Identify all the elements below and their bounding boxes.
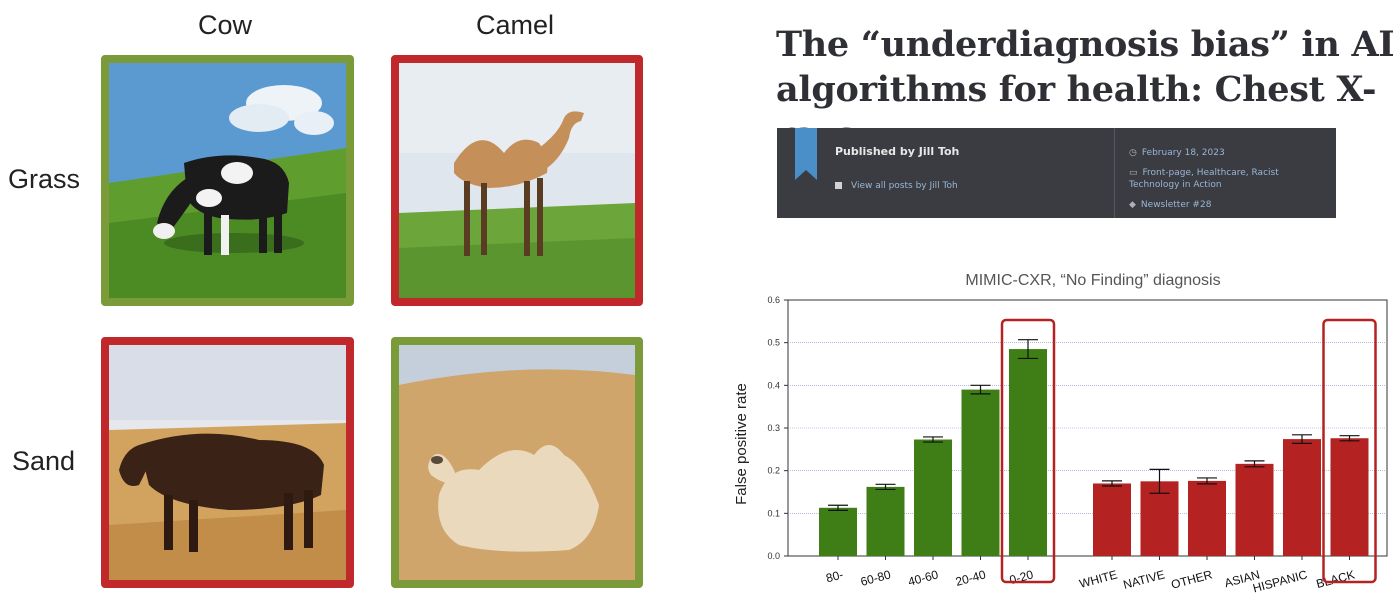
tile-camel-grass xyxy=(391,55,643,306)
y-tick-label: 0.4 xyxy=(767,380,780,390)
x-tick-label: WHITE xyxy=(1078,567,1119,591)
bar xyxy=(866,486,905,556)
highlight-box xyxy=(1322,318,1377,584)
camel-on-grass-image xyxy=(399,63,635,298)
article-meta-bar: Published by Jill Toh View all posts by … xyxy=(777,128,1336,218)
tag-icon: ◆ xyxy=(1129,200,1136,210)
cow-on-sand-image xyxy=(109,345,346,580)
x-tick-label: OTHER xyxy=(1170,567,1215,591)
bar xyxy=(1235,463,1274,556)
y-tick-label: 0.3 xyxy=(767,423,780,433)
y-tick-label: 0.0 xyxy=(767,551,780,561)
folder-icon: ▭ xyxy=(1129,168,1138,178)
view-all-posts-link[interactable]: View all posts by Jill Toh xyxy=(835,181,958,191)
publish-date-label: February 18, 2023 xyxy=(1141,148,1225,158)
x-tick-label: 80- xyxy=(824,567,844,585)
cow-on-grass-image xyxy=(109,63,346,298)
col-label-camel: Camel xyxy=(476,10,555,40)
tile-cow-grass xyxy=(101,55,354,306)
x-tick-label: NATIVE xyxy=(1122,567,1167,592)
x-tick-label: 40-60 xyxy=(906,567,940,589)
camel-on-sand-image xyxy=(399,345,635,580)
fpr-bar-chart: MIMIC-CXR, “No Finding” diagnosis False … xyxy=(733,272,1388,595)
x-tick-label: 60-80 xyxy=(859,567,893,589)
x-tick-label: BLACK xyxy=(1315,567,1357,591)
tag-link[interactable]: ◆ Newsletter #28 xyxy=(1129,199,1211,211)
y-tick-label: 0.2 xyxy=(767,466,780,476)
categories-link[interactable]: ▭ Front-page, Healthcare, Racist Technolo… xyxy=(1129,167,1304,191)
x-tick-label: HISPANIC xyxy=(1251,567,1309,595)
author-icon xyxy=(835,182,842,189)
y-axis-label: False positive rate xyxy=(733,383,750,505)
bar xyxy=(1330,438,1369,556)
clock-icon: ◷ xyxy=(1129,148,1137,158)
x-tick-label: 20-40 xyxy=(954,567,988,589)
row-label-sand: Sand xyxy=(12,446,76,476)
meta-divider xyxy=(1114,128,1115,218)
col-label-cow: Cow xyxy=(198,10,253,40)
tag-label: Newsletter #28 xyxy=(1140,200,1212,210)
published-by: Published by Jill Toh xyxy=(835,145,960,158)
categories-label: Front-page, Healthcare, Racist Technolog… xyxy=(1129,168,1279,190)
chart-title: MIMIC-CXR, “No Finding” diagnosis xyxy=(965,272,1220,289)
bar xyxy=(1009,349,1047,556)
y-tick-label: 0.1 xyxy=(767,508,780,518)
tile-camel-sand xyxy=(391,337,643,588)
bar xyxy=(819,507,857,556)
highlight-box xyxy=(1000,318,1056,584)
bar xyxy=(1093,483,1131,556)
bar xyxy=(1188,480,1226,556)
y-tick-label: 0.5 xyxy=(767,338,780,348)
bar xyxy=(1283,439,1321,556)
bar xyxy=(914,439,952,556)
y-tick-label: 0.6 xyxy=(767,295,780,305)
tile-cow-sand xyxy=(101,337,354,588)
publish-date[interactable]: ◷ February 18, 2023 xyxy=(1129,147,1225,159)
x-tick-label: 0-20 xyxy=(1008,567,1035,587)
bar xyxy=(961,389,1000,556)
bookmark-icon xyxy=(795,128,817,180)
view-all-posts-label: View all posts by Jill Toh xyxy=(851,181,958,191)
row-label-grass: Grass xyxy=(8,164,81,194)
